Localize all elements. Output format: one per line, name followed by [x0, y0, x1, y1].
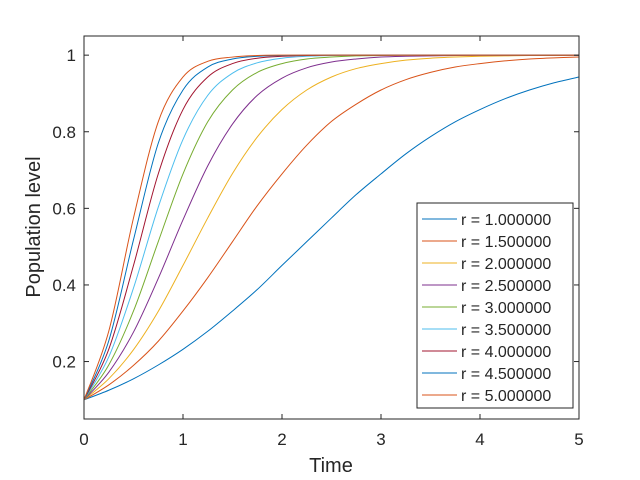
legend-label-9: r = 5.000000 — [461, 388, 551, 405]
legend-label-5: r = 3.000000 — [461, 300, 551, 317]
y-axis-label: Population level — [23, 156, 45, 297]
x-tick-label: 2 — [277, 430, 286, 449]
legend-label-2: r = 1.500000 — [461, 234, 551, 251]
y-tick-label: 0.4 — [52, 276, 76, 295]
legend-box — [416, 202, 574, 409]
series-line-2 — [83, 56, 580, 401]
x-axis-label: Time — [309, 455, 353, 477]
x-tick-label: 3 — [376, 430, 385, 449]
y-tick-label: 1 — [67, 46, 76, 65]
y-tick-label: 0.8 — [52, 123, 76, 142]
series-line-3 — [83, 54, 580, 401]
series-lines — [83, 54, 580, 401]
series-line-9 — [83, 54, 579, 401]
legend-label-3: r = 2.000000 — [461, 256, 551, 273]
legend: r = 1.000000 r = 1.500000 r = 2.000000 r = … — [416, 202, 574, 409]
legend-label-1: r = 1.000000 — [461, 212, 551, 229]
legend-label-4: r = 2.500000 — [461, 278, 551, 295]
legend-label-7: r = 4.000000 — [461, 344, 551, 361]
x-tick-label: 0 — [79, 430, 88, 449]
plot-frame — [83, 35, 580, 420]
x-tick-label: 1 — [178, 430, 187, 449]
y-tick-label: 0.2 — [52, 353, 76, 372]
y-tick-label: 0.6 — [52, 199, 76, 218]
legend-label-8: r = 4.500000 — [461, 366, 551, 383]
x-tick-label: 4 — [475, 430, 484, 449]
series-line-1 — [83, 76, 580, 401]
x-tick-label: 5 — [574, 430, 583, 449]
legend-label-6: r = 3.500000 — [461, 322, 551, 339]
